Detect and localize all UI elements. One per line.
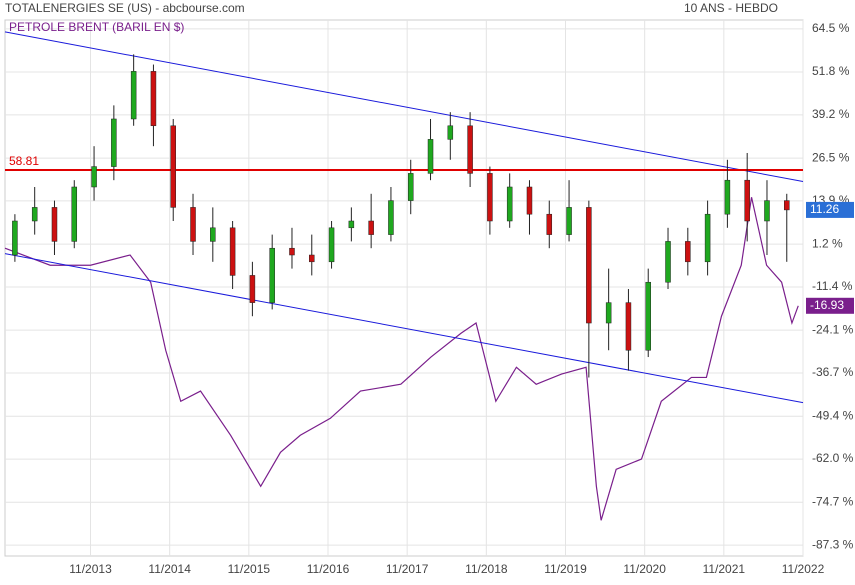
x-tick-label: 11/2017: [386, 562, 429, 576]
y-tick-label: 1.2 %: [812, 236, 843, 250]
x-tick-label: 11/2015: [228, 562, 271, 576]
candle-body: [784, 200, 790, 211]
x-tick-label: 11/2016: [307, 562, 350, 576]
candle-body: [724, 179, 731, 215]
chart-title: TOTALENERGIES SE (US) - abcbourse.com: [5, 1, 245, 15]
candle-body: [289, 247, 295, 256]
candle-body: [309, 254, 315, 263]
y-tick-label: 39.2 %: [812, 107, 850, 121]
plot-frame: [4, 19, 804, 557]
candle-body: [685, 241, 691, 263]
x-tick-label: 11/2021: [703, 562, 746, 576]
candle-body: [427, 139, 434, 174]
x-tick-label: 11/2018: [465, 562, 508, 576]
candle-body: [111, 118, 117, 167]
y-tick-label: -87.3 %: [812, 537, 854, 551]
candle-body: [229, 227, 236, 276]
trendline: [4, 31, 804, 183]
candle-body: [51, 207, 58, 242]
candle-body: [605, 302, 612, 324]
last-price-badge: 11.26: [810, 202, 839, 216]
candle-body: [665, 241, 671, 283]
candle-body: [764, 200, 770, 222]
candle-body: [12, 220, 18, 256]
last-price-badge-bg: [806, 201, 854, 218]
candle-body: [31, 207, 38, 222]
trendline: [4, 253, 804, 404]
last-brent-badge-bg: [806, 297, 854, 314]
candle-body: [487, 173, 493, 222]
candle-body: [190, 207, 196, 242]
y-tick-label: -49.4 %: [812, 408, 854, 422]
y-tick-label: -74.7 %: [812, 494, 854, 508]
overlay-label: PETROLE BRENT (BARIL EN $): [9, 20, 184, 34]
candle-body: [269, 247, 275, 303]
candle-body: [249, 275, 256, 303]
candle-body: [150, 71, 157, 127]
last-brent-badge: -16.93: [810, 298, 844, 312]
candle-body: [467, 125, 473, 174]
x-tick-label: 11/2019: [544, 562, 587, 576]
candle-body: [368, 220, 374, 235]
candle-body: [210, 227, 216, 242]
candle-body: [328, 227, 335, 263]
candle-body: [625, 302, 632, 351]
candle-body: [566, 207, 572, 235]
candle-body: [388, 200, 394, 235]
y-tick-label: -24.1 %: [812, 322, 854, 336]
y-tick-label: -36.7 %: [812, 365, 854, 379]
candle-body: [348, 220, 355, 229]
y-tick-label: -62.0 %: [812, 451, 854, 465]
brent-line: [4, 197, 799, 521]
chart-subtitle: 10 ANS - HEBDO: [684, 1, 778, 15]
x-tick-label: 11/2014: [148, 562, 191, 576]
candle-body: [447, 125, 454, 140]
x-tick-label: 11/2022: [782, 562, 825, 576]
candle-body: [71, 186, 78, 242]
level-label: 58.81: [9, 154, 39, 168]
y-tick-label: 51.8 %: [812, 64, 850, 78]
y-tick-label: 26.5 %: [812, 150, 850, 164]
candle-body: [130, 71, 137, 120]
candle-body: [546, 213, 553, 235]
candle-body: [407, 173, 414, 201]
candle-body: [704, 213, 711, 263]
y-tick-label: -11.4 %: [812, 279, 853, 293]
candle-body: [91, 166, 97, 188]
candle-body: [506, 186, 513, 222]
x-tick-label: 11/2013: [69, 562, 112, 576]
candle-body: [170, 125, 176, 208]
y-tick-label: 64.5 %: [812, 21, 850, 35]
candle-body: [744, 179, 750, 222]
candle-body: [526, 186, 533, 215]
candle-body: [645, 281, 651, 351]
candle-body: [586, 207, 592, 324]
x-tick-label: 11/2020: [623, 562, 666, 576]
